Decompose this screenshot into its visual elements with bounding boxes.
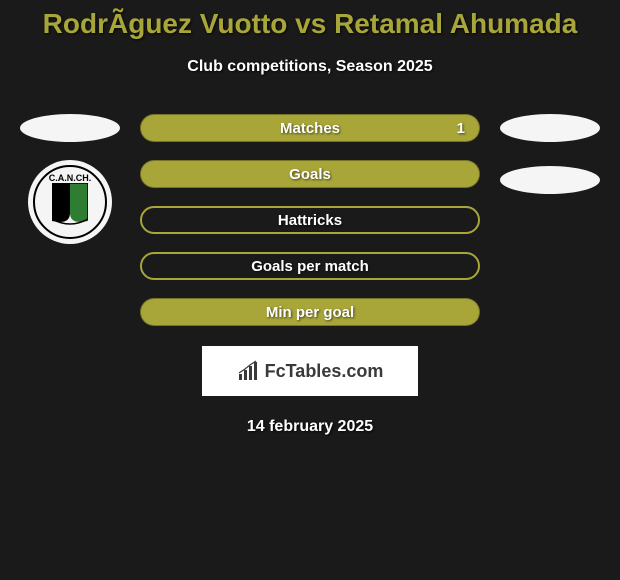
left-column: C.A.N.CH. bbox=[20, 114, 120, 244]
right-oval-2 bbox=[500, 166, 600, 194]
stats-column: Matches 1 Goals Hattricks Goals per matc… bbox=[140, 114, 480, 326]
stat-label: Min per goal bbox=[266, 304, 354, 321]
chart-icon bbox=[237, 360, 259, 382]
shield-icon bbox=[52, 183, 88, 225]
logo-box: FcTables.com bbox=[202, 346, 418, 396]
club-badge: C.A.N.CH. bbox=[28, 160, 112, 244]
subtitle: Club competitions, Season 2025 bbox=[0, 58, 620, 76]
stat-label: Matches bbox=[280, 120, 340, 137]
right-oval-1 bbox=[500, 114, 600, 142]
stat-bar-goals: Goals bbox=[140, 160, 480, 188]
stat-label: Goals per match bbox=[251, 258, 369, 275]
stat-bar-hattricks: Hattricks bbox=[140, 206, 480, 234]
stat-bar-goals-per-match: Goals per match bbox=[140, 252, 480, 280]
stat-label: Goals bbox=[289, 166, 331, 183]
stat-bar-min-per-goal: Min per goal bbox=[140, 298, 480, 326]
logo-label: FcTables.com bbox=[265, 361, 384, 382]
main-container: RodrÃ­guez Vuotto vs Retamal Ahumada Clu… bbox=[0, 0, 620, 436]
page-title: RodrÃ­guez Vuotto vs Retamal Ahumada bbox=[0, 8, 620, 40]
footer-date: 14 february 2025 bbox=[0, 418, 620, 436]
club-badge-text: C.A.N.CH. bbox=[49, 173, 92, 183]
left-oval-1 bbox=[20, 114, 120, 142]
stat-bar-matches: Matches 1 bbox=[140, 114, 480, 142]
content-row: C.A.N.CH. Matches 1 Goals bbox=[0, 114, 620, 326]
stat-value: 1 bbox=[457, 120, 465, 137]
right-column bbox=[500, 114, 600, 194]
club-badge-inner: C.A.N.CH. bbox=[33, 165, 107, 239]
stat-label: Hattricks bbox=[278, 212, 342, 229]
logo-text: FcTables.com bbox=[237, 360, 384, 382]
